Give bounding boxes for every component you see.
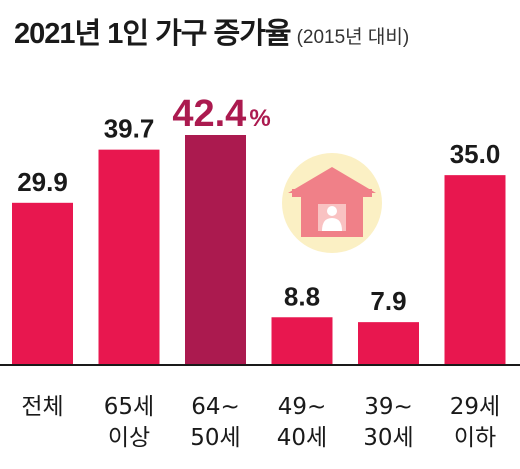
category-label-4-line-0: 39~ bbox=[364, 394, 413, 420]
icon-house-roof-band bbox=[292, 189, 372, 197]
value-label-unit: % bbox=[249, 105, 270, 132]
category-label-0-line-0: 전체 bbox=[21, 394, 63, 420]
bar-4 bbox=[358, 322, 419, 365]
value-label-3: 8.8 bbox=[284, 281, 320, 311]
bar-1 bbox=[98, 149, 160, 365]
icon-person-body bbox=[322, 218, 342, 231]
value-label-4: 7.9 bbox=[370, 286, 406, 316]
value-label-5: 35.0 bbox=[450, 139, 501, 169]
value-label-2: 42.4% bbox=[172, 93, 270, 135]
category-label-2-line-0: 64~ bbox=[191, 394, 240, 420]
category-label-3-line-1: 40세 bbox=[277, 425, 327, 451]
category-label-1-line-0: 65세 bbox=[104, 394, 154, 420]
value-label-1: 39.7 bbox=[104, 114, 155, 144]
house-with-person-icon bbox=[282, 153, 382, 253]
icon-house-roof bbox=[288, 167, 376, 193]
bar-5 bbox=[444, 175, 506, 365]
category-label-5-line-1: 이하 bbox=[454, 425, 496, 451]
bar-2 bbox=[185, 135, 246, 365]
value-labels: 29.9 39.7 42.4 % 8.8 7.9 35.0 bbox=[17, 93, 500, 316]
chart-title-main: 2021년 1인 가구 증가율 bbox=[14, 18, 292, 50]
bar-0 bbox=[12, 202, 73, 365]
bar-3 bbox=[271, 317, 333, 365]
chart-subtitle: (2015년 대비) bbox=[296, 27, 410, 48]
bars bbox=[12, 135, 506, 365]
category-label-3-line-0: 49~ bbox=[278, 394, 327, 420]
value-label-0: 29.9 bbox=[17, 167, 68, 197]
category-label-1-line-1: 이상 bbox=[108, 425, 150, 451]
category-label-2-line-1: 50세 bbox=[190, 425, 240, 451]
chart-title: 2021년 1인 가구 증가율 (2015년 대비) bbox=[14, 10, 409, 52]
category-label-5-line-0: 29세 bbox=[450, 394, 500, 420]
icon-person-head bbox=[327, 206, 337, 216]
value-label-number: 42.4 bbox=[172, 93, 246, 135]
category-label-4-line-1: 30세 bbox=[363, 425, 413, 451]
